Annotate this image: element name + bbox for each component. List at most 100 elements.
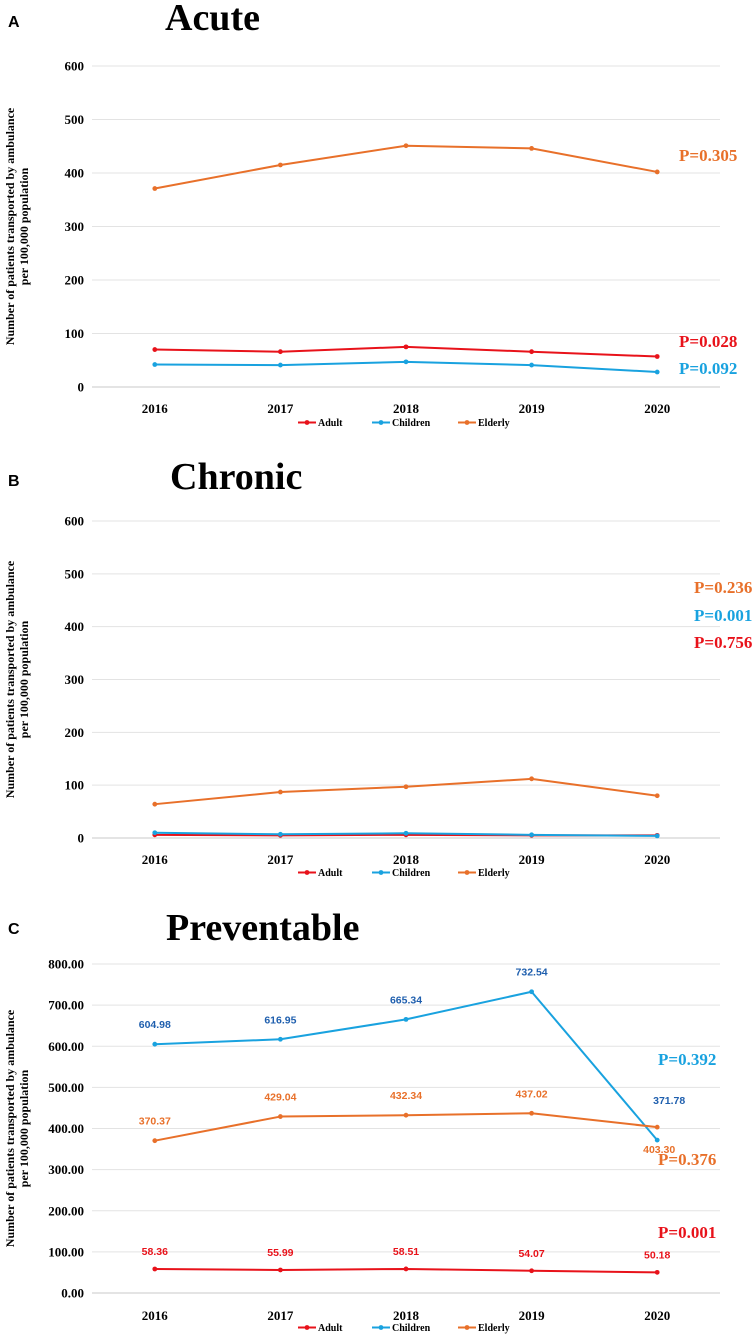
- y-tick-label: 600: [65, 59, 85, 74]
- y-tick-label: 500: [65, 566, 85, 581]
- legend-label-adult: Adult: [318, 418, 343, 429]
- legend-marker-elderly: [464, 1325, 470, 1330]
- legend-label-elderly: Elderly: [478, 868, 510, 879]
- y-tick-label: 300: [65, 672, 85, 687]
- data-point-adult: [403, 344, 409, 350]
- panel-c-preventable: C Preventable 0.00 100.00 200.00 300.00 400.00…: [3, 908, 720, 1334]
- p-value-elderly: P=0.236: [694, 578, 752, 597]
- data-point-children: [278, 1036, 283, 1042]
- p-value-adult: P=0.001: [658, 1223, 716, 1242]
- data-point-elderly: [529, 145, 534, 151]
- y-tick-label: 200: [65, 725, 85, 740]
- x-tick-label: 2019: [519, 401, 546, 416]
- data-label-adult: 55.99: [267, 1247, 293, 1259]
- data-point-children: [654, 369, 660, 375]
- legend-marker-adult: [304, 420, 310, 425]
- panel-b-chronic: B Chronic 0 100 200 300 400 500 600 2016 2017 2018 2…: [3, 460, 752, 879]
- y-tick-label: 100: [65, 326, 85, 341]
- y-tick-label: 800.00: [48, 957, 84, 972]
- data-point-children: [403, 830, 409, 836]
- y-axis-label-line2: per 100,000 population: [17, 1069, 31, 1187]
- data-point-adult: [152, 347, 158, 352]
- legend-label-adult: Adult: [318, 868, 343, 879]
- data-point-elderly: [654, 793, 660, 799]
- x-tick-label: 2020: [644, 852, 670, 867]
- data-point-adult: [654, 1269, 660, 1275]
- data-point-elderly: [654, 169, 660, 175]
- data-point-elderly: [278, 789, 283, 795]
- legend-label-elderly: Elderly: [478, 1323, 510, 1334]
- data-label-children: 732.54: [516, 967, 548, 979]
- legend-marker-children: [378, 420, 384, 425]
- x-tick-label: 2017: [267, 401, 294, 416]
- data-point-children: [152, 830, 158, 836]
- x-tick-label: 2018: [393, 1308, 420, 1323]
- p-value-children: P=0.092: [679, 359, 737, 378]
- y-tick-label: 600: [65, 514, 85, 529]
- panel-label: C: [8, 921, 20, 938]
- data-point-children: [654, 1137, 660, 1143]
- y-axis-label: Number of patients transported by ambula…: [3, 107, 31, 345]
- x-tick-label: 2018: [393, 852, 420, 867]
- panel-a-acute: A Acute 0 100 200 300 400 500 600 2016 2017 2018 201…: [3, 0, 737, 429]
- data-point-adult: [278, 349, 283, 355]
- x-tick-label: 2018: [393, 401, 420, 416]
- x-tick-label: 2020: [644, 401, 670, 416]
- data-point-children: [529, 362, 534, 368]
- data-label-children: 616.95: [264, 1014, 296, 1026]
- y-tick-label: 400: [65, 166, 85, 181]
- data-point-adult: [403, 1266, 409, 1272]
- p-value-elderly: P=0.376: [658, 1150, 716, 1169]
- data-point-children: [529, 832, 534, 838]
- data-point-elderly: [278, 162, 283, 168]
- p-value-elderly: P=0.305: [679, 146, 737, 165]
- legend-marker-children: [378, 1325, 384, 1330]
- p-value-children: P=0.001: [694, 606, 752, 625]
- y-tick-label: 0: [78, 831, 85, 846]
- p-value-children: P=0.392: [658, 1050, 716, 1069]
- y-axis-label-line2: per 100,000 population: [17, 167, 31, 285]
- data-point-children: [529, 989, 534, 995]
- data-point-elderly: [403, 143, 409, 149]
- panel-title: Chronic: [170, 460, 302, 498]
- data-point-children: [403, 359, 409, 365]
- data-label-elderly: 432.34: [390, 1090, 422, 1102]
- y-tick-label: 600.00: [48, 1039, 84, 1054]
- legend-label-children: Children: [392, 1323, 431, 1334]
- data-label-elderly: 370.37: [139, 1116, 171, 1128]
- series-line-elderly: [154, 777, 658, 806]
- data-point-adult: [654, 354, 660, 359]
- panel-label: B: [8, 473, 20, 490]
- data-point-children: [278, 362, 283, 368]
- panel-title: Acute: [165, 0, 260, 39]
- data-label-elderly: 403.30: [643, 1144, 675, 1156]
- y-tick-label: 100: [65, 778, 85, 793]
- data-label-children: 604.98: [139, 1019, 171, 1031]
- data-point-adult: [278, 1267, 283, 1273]
- data-point-elderly: [278, 1114, 283, 1119]
- x-tick-label: 2020: [644, 1308, 670, 1323]
- data-point-elderly: [403, 784, 409, 790]
- data-point-elderly: [403, 1112, 409, 1118]
- data-point-elderly: [152, 1138, 158, 1144]
- legend-marker-children: [378, 870, 384, 875]
- legend-label-elderly: Elderly: [478, 418, 510, 429]
- y-tick-label: 300.00: [48, 1162, 84, 1177]
- panel-label: A: [8, 14, 20, 31]
- legend-marker-elderly: [464, 420, 470, 425]
- legend-marker-adult: [304, 1325, 310, 1330]
- data-point-adult: [152, 1266, 158, 1272]
- data-point-elderly: [152, 801, 158, 807]
- x-tick-label: 2019: [519, 1308, 546, 1323]
- y-axis-label-line1: Number of patients transported by ambula…: [3, 107, 17, 345]
- data-point-elderly: [529, 776, 534, 782]
- data-point-elderly: [152, 186, 158, 191]
- y-tick-label: 200: [65, 273, 85, 288]
- y-tick-label: 400: [65, 619, 85, 634]
- data-label-children: 371.78: [653, 1095, 685, 1107]
- y-tick-label: 500.00: [48, 1080, 84, 1095]
- x-tick-label: 2017: [267, 1308, 294, 1323]
- data-point-adult: [529, 349, 534, 355]
- data-point-children: [278, 831, 283, 837]
